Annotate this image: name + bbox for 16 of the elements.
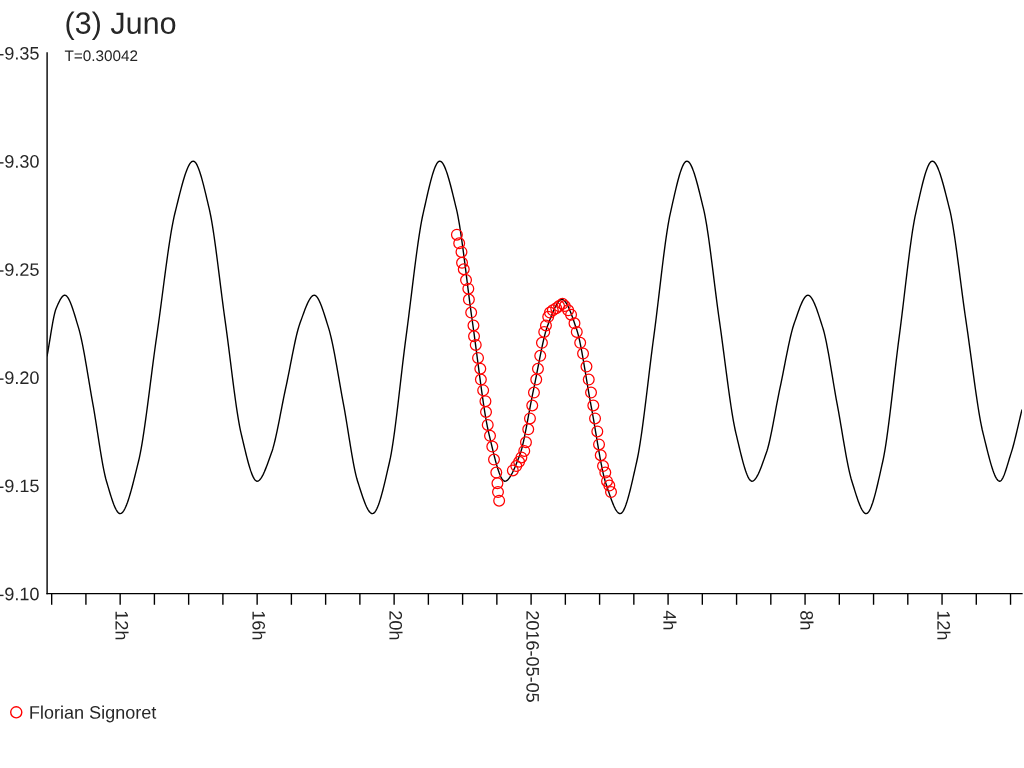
x-tick-label: 16h	[252, 611, 266, 640]
y-tick-label: -9.20	[0, 371, 39, 385]
chart-subtitle: T=0.30042	[64, 50, 138, 62]
x-tick-label: 4h	[663, 610, 677, 630]
chart-title: (3) Juno	[66, 11, 176, 40]
x-tick-label: 12h	[937, 611, 951, 640]
x-tick-label: 20h	[389, 611, 403, 640]
x-tick-label: 8h	[800, 611, 814, 630]
x-tick-label: 2016-05-05	[526, 611, 540, 702]
x-tick-label: 12h	[115, 611, 129, 640]
legend-label: Florian Signoret	[30, 705, 157, 723]
y-tick-label: -9.15	[0, 479, 39, 493]
y-tick-label: -9.10	[0, 587, 39, 601]
y-tick-label: -9.35	[0, 46, 39, 60]
y-tick-label: -9.30	[0, 155, 39, 168]
y-tick-label: -9.25	[0, 263, 39, 276]
